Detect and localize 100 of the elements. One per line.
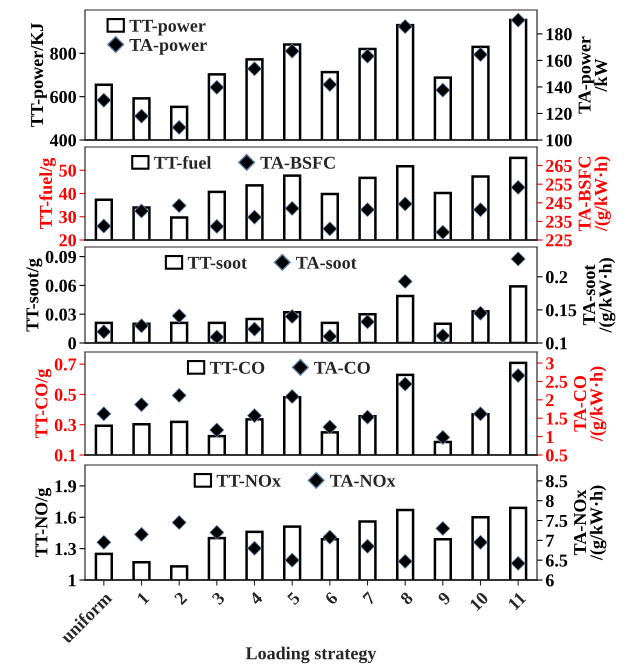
y2-tick-label: 0.5	[546, 449, 568, 462]
y2-tick-label: 1.5	[546, 412, 568, 425]
y-tick-label: 50	[59, 164, 76, 177]
y-tick-label: 0	[68, 337, 76, 350]
point	[172, 388, 187, 403]
point	[209, 525, 224, 540]
y-tick-label: 40	[58, 188, 76, 200]
x-tick-label: 3	[211, 591, 226, 606]
y-tick-label: 1	[69, 574, 76, 586]
point	[134, 397, 149, 412]
y2-tick-label: 7	[546, 534, 554, 547]
point	[96, 406, 112, 422]
x-axis-title: Loading strategy	[246, 646, 376, 664]
y2-tick-label: 160	[546, 54, 572, 67]
point	[322, 77, 338, 92]
y2-tick-label: 180	[546, 28, 572, 40]
point	[322, 221, 338, 236]
y-tick-label: 800	[50, 48, 76, 60]
point	[209, 219, 224, 234]
legend-label: TT-power	[130, 20, 206, 36]
point	[172, 198, 187, 213]
point	[284, 309, 300, 324]
y-tick-label: 0.1	[54, 449, 76, 462]
y2-tick-label: 245	[546, 197, 572, 210]
y2-axis-title: TA-NOx /(g/kW·h)	[574, 486, 606, 560]
legend-label: TT-soot	[188, 256, 247, 269]
y-tick-label: 400	[50, 134, 76, 146]
y2-tick-label: 235	[546, 216, 572, 228]
y2-tick-label: 140	[546, 81, 572, 94]
y2-tick-label: 6.5	[546, 554, 568, 567]
point	[435, 82, 450, 98]
point	[322, 420, 338, 434]
point	[510, 368, 526, 383]
y-tick-label: 600	[50, 90, 76, 104]
x-tick-label: 2	[174, 591, 188, 606]
y2-tick-label: 0.1	[546, 337, 567, 350]
point	[360, 410, 375, 424]
y2-axis-title: TA-power /kW	[578, 36, 608, 114]
point	[172, 308, 187, 324]
point	[360, 48, 375, 64]
point	[96, 92, 112, 108]
point	[398, 19, 413, 34]
point	[209, 422, 224, 438]
point	[398, 376, 413, 392]
y-tick-label: 30	[59, 211, 76, 224]
y-tick-label: 20	[59, 234, 76, 246]
point	[322, 530, 338, 545]
point	[284, 201, 300, 216]
y-tick-label: 1.9	[56, 480, 76, 492]
y-axis-title: TT-fuel/g	[39, 158, 56, 230]
y-axis-title: TT-power/KJ	[31, 23, 47, 128]
point	[510, 12, 526, 28]
x-tick-label: 1	[136, 592, 150, 605]
point	[398, 196, 413, 212]
x-tick-label: 5	[286, 591, 301, 606]
point	[435, 521, 450, 536]
x-tick-label: 10	[469, 591, 489, 612]
point	[134, 204, 149, 218]
y2-tick-label: 8	[546, 494, 554, 508]
y2-tick-label: 2.5	[546, 376, 568, 388]
y-axis-title: TT-NO/g	[35, 488, 52, 558]
x-tick-label: 9	[437, 591, 452, 606]
point	[96, 534, 112, 550]
point	[247, 408, 262, 424]
y2-axis-title: TA-BSFC /(g/kW·h)	[578, 156, 611, 232]
y2-tick-label: 2	[546, 394, 554, 406]
x-tick-label: 8	[400, 591, 414, 606]
y-tick-label: 0.7	[54, 358, 76, 371]
x-tick-label: 7	[362, 591, 376, 605]
y-tick-label: 1.6	[56, 512, 76, 524]
legend-label: TA-power	[130, 38, 207, 55]
y2-tick-label: 7.5	[546, 514, 568, 528]
legend-label: TA-CO	[314, 362, 370, 374]
point	[134, 527, 149, 542]
point	[284, 389, 300, 404]
y-tick-label: 0.09	[46, 250, 76, 264]
y2-tick-label: 8.5	[546, 475, 568, 488]
x-tick-label: 6	[324, 591, 338, 606]
y-tick-label: 1.3	[56, 542, 76, 556]
y2-tick-label: 255	[546, 178, 572, 191]
y2-tick-label: 6	[546, 574, 554, 586]
y2-tick-label: 120	[546, 108, 572, 120]
point	[247, 61, 262, 76]
legend-label: TT-fuel	[154, 156, 212, 169]
y-axis-title: TT-soot/g	[26, 258, 42, 332]
point	[473, 406, 488, 422]
point	[360, 202, 375, 218]
y2-tick-label: 225	[546, 234, 572, 246]
legend-label: TT-NOx	[216, 474, 281, 487]
y2-tick-label: 3	[546, 357, 554, 370]
point	[473, 47, 488, 62]
y2-tick-label: 1	[546, 430, 554, 443]
legend-label: TA-soot	[296, 256, 357, 269]
point	[435, 224, 450, 240]
y-tick-label: 0.3	[54, 418, 76, 432]
y2-axis-title: TA-soot /(g/kW·h)	[583, 258, 616, 333]
point	[473, 534, 488, 550]
y2-tick-label: 265	[546, 160, 572, 172]
y2-axis-title: TA-CO /(g/kW·h)	[574, 366, 606, 442]
point	[510, 180, 526, 195]
